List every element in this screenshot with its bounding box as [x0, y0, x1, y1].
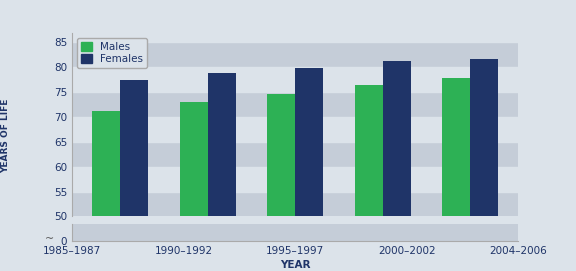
- Bar: [72, 192, 518, 217]
- Text: YEARS OF LIFE: YEARS OF LIFE: [1, 98, 10, 173]
- Bar: [92, 111, 120, 271]
- Bar: [72, 33, 518, 43]
- Bar: [180, 102, 208, 271]
- Bar: [208, 73, 236, 271]
- Bar: [442, 78, 470, 271]
- Bar: [72, 92, 518, 117]
- Bar: [120, 80, 148, 271]
- Text: ~: ~: [45, 234, 54, 244]
- Bar: [72, 167, 518, 192]
- Bar: [72, 117, 518, 142]
- Bar: [72, 142, 518, 167]
- Legend: Males, Females: Males, Females: [77, 38, 147, 68]
- Bar: [295, 68, 323, 271]
- Bar: [355, 85, 382, 271]
- X-axis label: YEAR: YEAR: [280, 260, 310, 270]
- Bar: [470, 59, 498, 271]
- Bar: [267, 94, 295, 271]
- Bar: [382, 61, 411, 271]
- Bar: [72, 43, 518, 67]
- Bar: [72, 67, 518, 92]
